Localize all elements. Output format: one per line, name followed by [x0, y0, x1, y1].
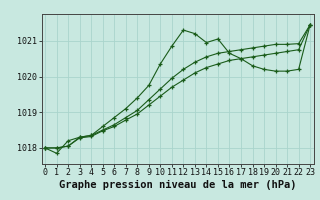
X-axis label: Graphe pression niveau de la mer (hPa): Graphe pression niveau de la mer (hPa) — [59, 180, 296, 190]
